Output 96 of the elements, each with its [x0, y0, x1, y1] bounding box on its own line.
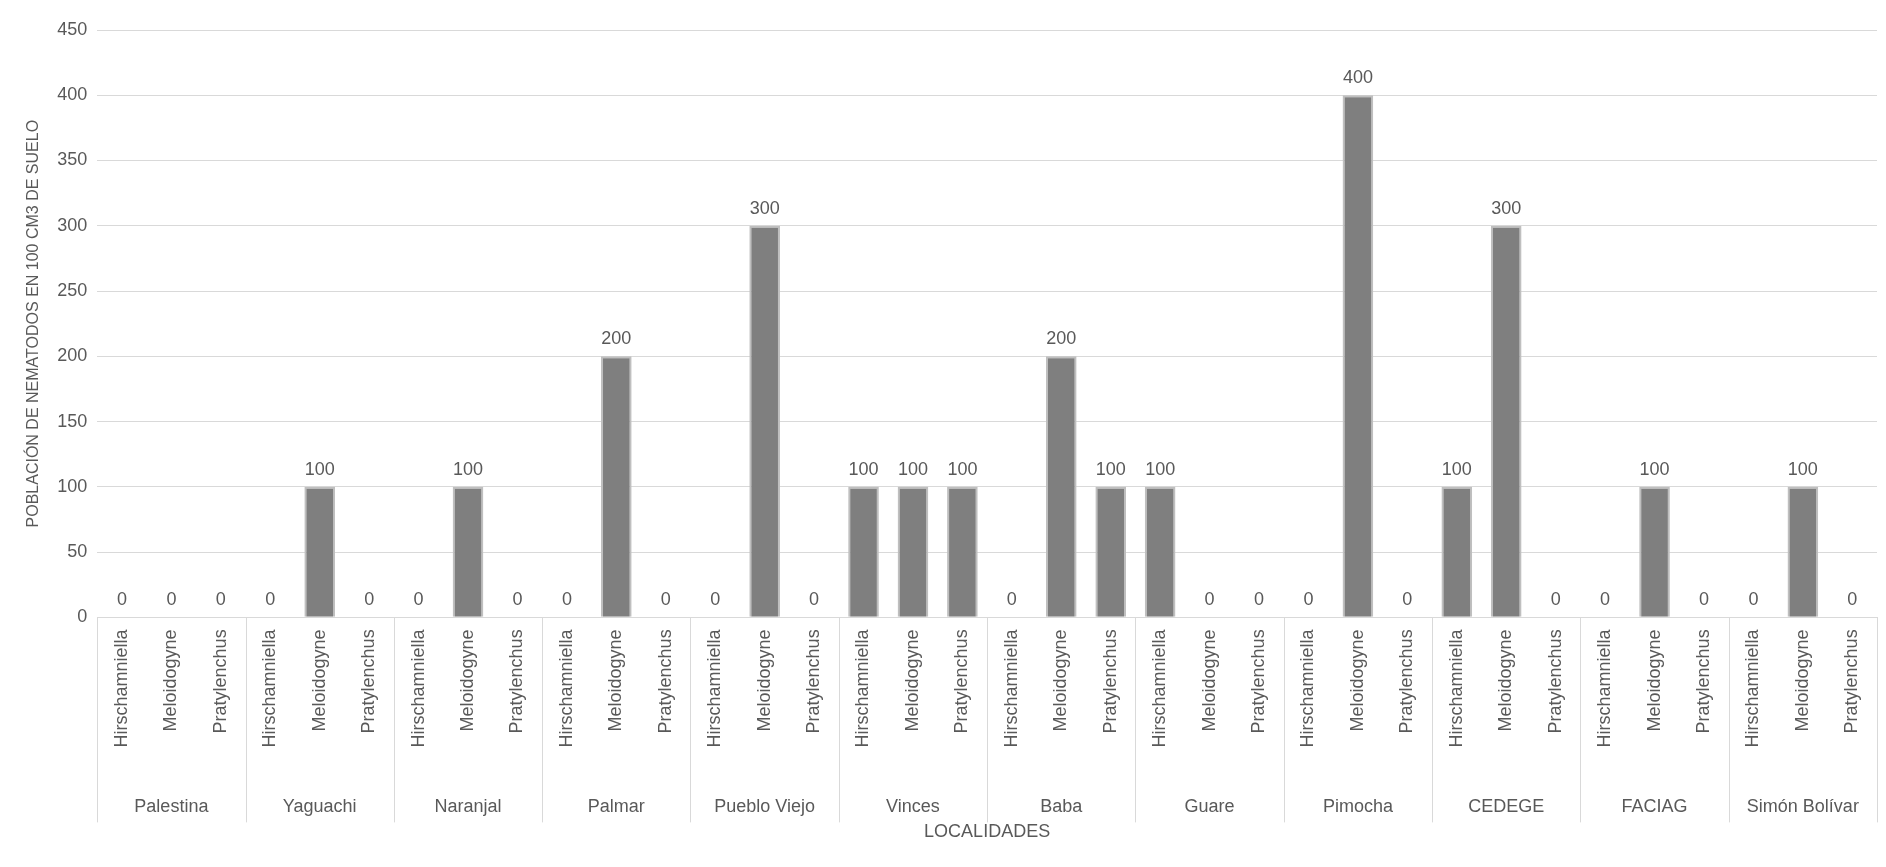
x-tick-label: Hirschamniella: [704, 628, 725, 748]
data-label: 0: [1303, 589, 1314, 610]
data-label: 200: [1046, 328, 1077, 349]
data-label: 0: [561, 589, 572, 610]
x-tick-label: Pratylenchus: [951, 629, 972, 734]
data-label: 0: [809, 589, 820, 610]
y-tick-label: 400: [57, 84, 88, 105]
x-tick-label: Hirschamniella: [259, 628, 280, 748]
x-tick-label: Pratylenchus: [1544, 629, 1565, 734]
x-tick-label: Pratylenchus: [1692, 629, 1713, 734]
x-tick-label: Pratylenchus: [654, 629, 675, 734]
x-tick-label: Hirschamniella: [555, 628, 576, 748]
data-label: 0: [1254, 589, 1265, 610]
data-label: 100: [1639, 458, 1670, 479]
x-tick-label: Hirschamniella: [1297, 628, 1318, 748]
data-label: 0: [166, 589, 177, 610]
x-tick-label: Hirschamniella: [1445, 628, 1466, 748]
x-tick-label: Pratylenchus: [209, 629, 230, 734]
data-label: 0: [1550, 589, 1561, 610]
y-tick-label: 0: [77, 606, 88, 627]
x-axis-title: LOCALIDADES: [924, 821, 1051, 842]
data-label: 0: [265, 589, 276, 610]
data-label: 0: [660, 589, 671, 610]
data-label: 0: [116, 589, 127, 610]
y-tick-label: 250: [57, 280, 88, 301]
x-tick-label: Pratylenchus: [506, 629, 527, 734]
data-label: 100: [1145, 458, 1176, 479]
x-tick-label: Meloidogyne: [1346, 629, 1367, 732]
x-tick-label: Hirschamniella: [407, 628, 428, 748]
data-label: 100: [848, 458, 879, 479]
data-label: 100: [1787, 458, 1818, 479]
y-tick-label: 50: [67, 541, 88, 562]
text: Guare: [1184, 796, 1235, 817]
data-label: 100: [897, 458, 928, 479]
x-tick-label: Pratylenchus: [1248, 629, 1268, 734]
data-label: 0: [364, 589, 375, 610]
x-tick-label: Meloidogyne: [1643, 629, 1664, 732]
x-tick-label: Hirschamniella: [110, 628, 131, 748]
text: Yaguachi: [282, 796, 357, 817]
y-tick-label: 300: [57, 214, 88, 235]
data-label: 0: [710, 589, 721, 610]
x-tick-label: Hirschamniella: [1594, 628, 1615, 748]
data-label: 400: [1342, 67, 1373, 88]
x-tick-label: Hirschamniella: [852, 628, 873, 748]
data-label: 100: [1095, 458, 1126, 479]
text: Vinces: [886, 796, 940, 817]
x-tick-label: Meloidogyne: [901, 629, 922, 732]
data-label: 0: [1204, 589, 1215, 610]
data-label: 300: [749, 197, 780, 218]
data-label: 0: [413, 589, 424, 610]
y-tick-label: 150: [57, 410, 88, 431]
data-label: 0: [512, 589, 523, 610]
data-label: 100: [947, 458, 978, 479]
x-tick-label: Meloidogyne: [1495, 629, 1516, 732]
x-tick-label: Pratylenchus: [1841, 629, 1862, 734]
x-tick-label: Meloidogyne: [753, 629, 774, 732]
x-tick-label: Meloidogyne: [605, 629, 626, 732]
x-tick-label: Meloidogyne: [160, 629, 181, 732]
x-tick-label: Hirschamniella: [1149, 628, 1170, 748]
text: Palmar: [587, 796, 645, 817]
x-tick-label: Pratylenchus: [1099, 629, 1120, 734]
data-label: 0: [1847, 589, 1858, 610]
data-label: 200: [601, 328, 632, 349]
data-label: 0: [1698, 589, 1709, 610]
data-label: 300: [1491, 197, 1522, 218]
x-tick-label: Meloidogyne: [308, 629, 329, 732]
data-label: 100: [304, 458, 335, 479]
x-tick-label: Pratylenchus: [803, 629, 824, 734]
y-tick-label: 200: [57, 345, 88, 366]
text: Pimocha: [1322, 796, 1394, 817]
text: CEDEGE: [1468, 796, 1545, 817]
text: Naranjal: [434, 796, 502, 817]
y-tick-label: 350: [57, 149, 88, 170]
text: Simón Bolívar: [1746, 796, 1859, 817]
data-label: 100: [1441, 458, 1472, 479]
data-label: 0: [1600, 589, 1611, 610]
y-axis-title: POBLACIÓN DE NEMATODOS EN 100 CM3 DE SUELO: [23, 119, 42, 528]
data-label: 0: [1006, 589, 1017, 610]
data-label: 0: [215, 589, 226, 610]
x-tick-label: Pratylenchus: [358, 629, 379, 734]
x-tick-label: Meloidogyne: [1198, 629, 1219, 732]
data-label: 0: [1402, 589, 1413, 610]
data-label: 0: [1748, 589, 1759, 610]
x-tick-label: Hirschamniella: [1742, 628, 1763, 748]
text: Pueblo Viejo: [714, 796, 816, 817]
y-tick-label: 450: [57, 18, 88, 39]
text: Baba: [1040, 796, 1084, 817]
x-tick-label: Hirschamniella: [1000, 628, 1021, 748]
data-label: 100: [453, 458, 484, 479]
x-tick-label: Meloidogyne: [1791, 629, 1812, 732]
x-tick-label: Pratylenchus: [1396, 629, 1417, 734]
text: Palestina: [134, 796, 210, 817]
text: FACIAG: [1621, 796, 1688, 817]
x-tick-label: Meloidogyne: [456, 629, 477, 732]
y-tick-label: 100: [57, 475, 88, 496]
x-tick-label: Meloidogyne: [1050, 629, 1071, 732]
